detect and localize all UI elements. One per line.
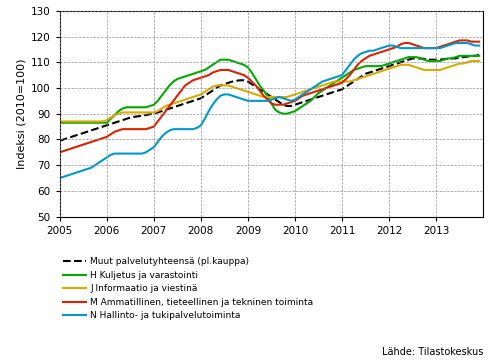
Legend: Muut palvelutyhteensä (pl.kauppa), H Kuljetus ja varastointi, J Informaatio ja v: Muut palvelutyhteensä (pl.kauppa), H Kul…: [60, 254, 317, 324]
Text: Lähde: Tilastokeskus: Lähde: Tilastokeskus: [381, 347, 483, 357]
Y-axis label: Indeksi (2010=100): Indeksi (2010=100): [17, 58, 27, 169]
